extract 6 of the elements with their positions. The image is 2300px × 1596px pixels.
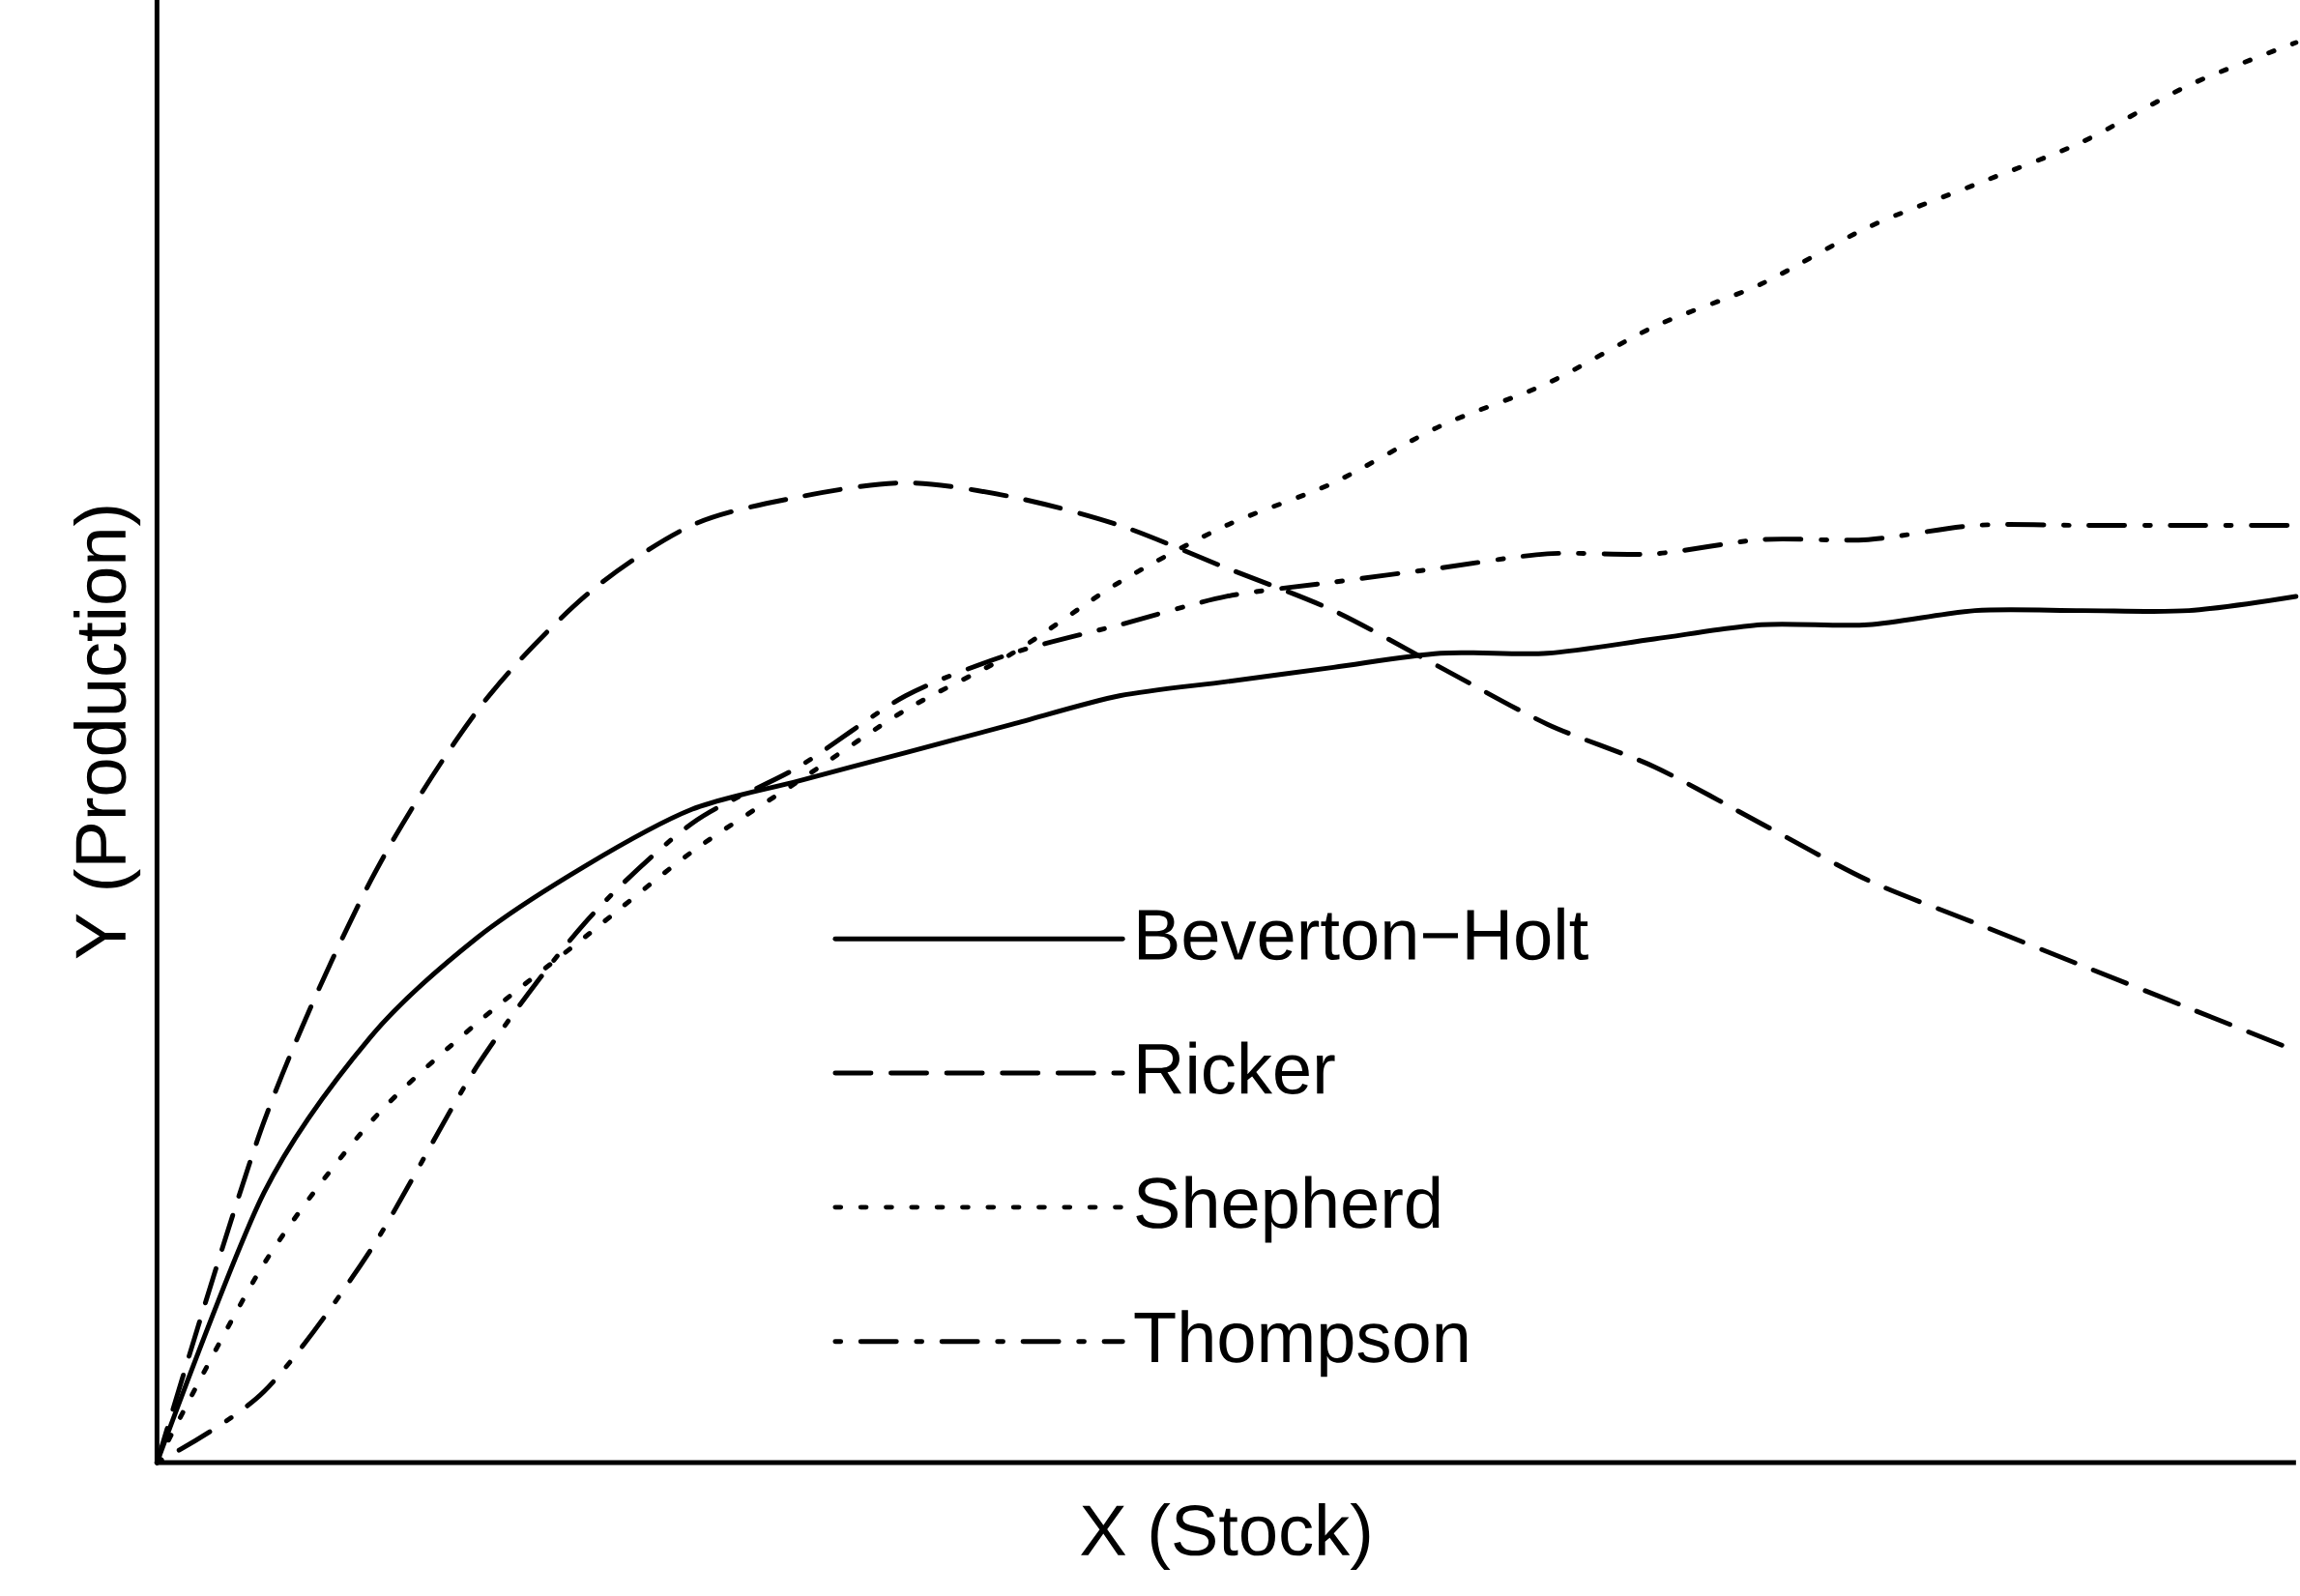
y-axis-title: Y (Production) — [73, 507, 141, 959]
legend-label: Beverton−Holt — [1139, 907, 1588, 961]
legend-label: Thompson — [1134, 1310, 1468, 1378]
x-axis-title: X (Stock) — [1081, 1502, 1370, 1571]
legend-label: Shepherd — [1136, 1175, 1440, 1243]
legend-label: Ricker — [1139, 1041, 1335, 1094]
